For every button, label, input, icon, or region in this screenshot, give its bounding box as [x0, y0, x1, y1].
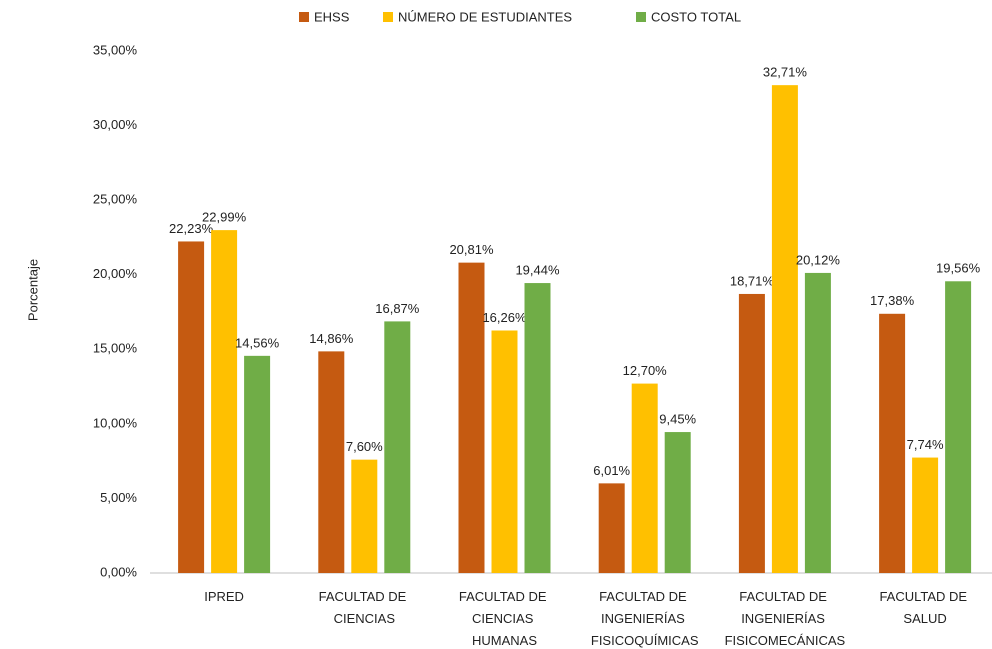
bar — [879, 313, 906, 573]
x-tick-label: IPRED — [204, 589, 244, 604]
data-label: 22,99% — [202, 210, 247, 225]
bar — [945, 281, 972, 573]
y-tick-label: 5,00% — [100, 490, 137, 505]
data-label: 16,87% — [375, 301, 420, 316]
data-label: 14,56% — [235, 335, 280, 350]
bar — [351, 459, 378, 573]
x-tick-label: FACULTAD DE INGENIERÍAS FISICOMECÁNICAS — [725, 589, 846, 648]
bar — [738, 293, 765, 573]
x-tick-label: FACULTAD DE CIENCIAS — [319, 589, 410, 626]
data-label: 9,45% — [659, 411, 696, 426]
data-label: 19,56% — [936, 261, 981, 276]
bar — [178, 241, 205, 573]
bar — [598, 483, 625, 573]
data-label: 7,60% — [346, 439, 383, 454]
data-label: 16,26% — [482, 310, 527, 325]
legend-swatch — [636, 12, 646, 22]
x-tick-label: FACULTAD DE CIENCIAS HUMANAS — [459, 589, 550, 648]
data-label: 6,01% — [593, 463, 630, 478]
bar — [491, 330, 518, 573]
legend-swatch — [383, 12, 393, 22]
data-label: 22,23% — [169, 221, 214, 236]
data-label: 19,44% — [515, 263, 560, 278]
data-label: 18,71% — [730, 273, 775, 288]
data-label: 14,86% — [309, 331, 354, 346]
y-axis-label: Porcentaje — [25, 259, 40, 321]
x-tick-label: FACULTAD DE SALUD — [879, 589, 970, 626]
bar — [318, 351, 345, 573]
bar — [631, 383, 658, 573]
bar — [458, 262, 485, 573]
y-tick-label: 25,00% — [93, 192, 138, 207]
y-tick-label: 20,00% — [93, 266, 138, 281]
data-label: 17,38% — [870, 293, 915, 308]
data-label: 12,70% — [623, 363, 668, 378]
bar — [664, 432, 691, 573]
data-label: 20,12% — [796, 252, 841, 267]
bar — [912, 457, 939, 573]
data-label: 7,74% — [907, 437, 944, 452]
bar — [524, 283, 551, 573]
bar — [384, 321, 411, 573]
bar — [771, 85, 798, 573]
bar — [244, 355, 271, 573]
legend-label: NÚMERO DE ESTUDIANTES — [398, 9, 572, 24]
bar — [211, 230, 238, 573]
legend-label: COSTO TOTAL — [651, 9, 741, 24]
legend-swatch — [299, 12, 309, 22]
legend-label: EHSS — [314, 9, 350, 24]
bar — [804, 272, 831, 573]
data-label: 20,81% — [449, 242, 494, 257]
y-tick-label: 0,00% — [100, 564, 137, 579]
x-tick-label: FACULTAD DE INGENIERÍAS FISICOQUÍMICAS — [591, 589, 699, 648]
y-tick-label: 15,00% — [93, 341, 138, 356]
data-label: 32,71% — [763, 65, 808, 80]
y-tick-label: 35,00% — [93, 42, 138, 57]
y-tick-label: 10,00% — [93, 415, 138, 430]
y-tick-label: 30,00% — [93, 117, 138, 132]
